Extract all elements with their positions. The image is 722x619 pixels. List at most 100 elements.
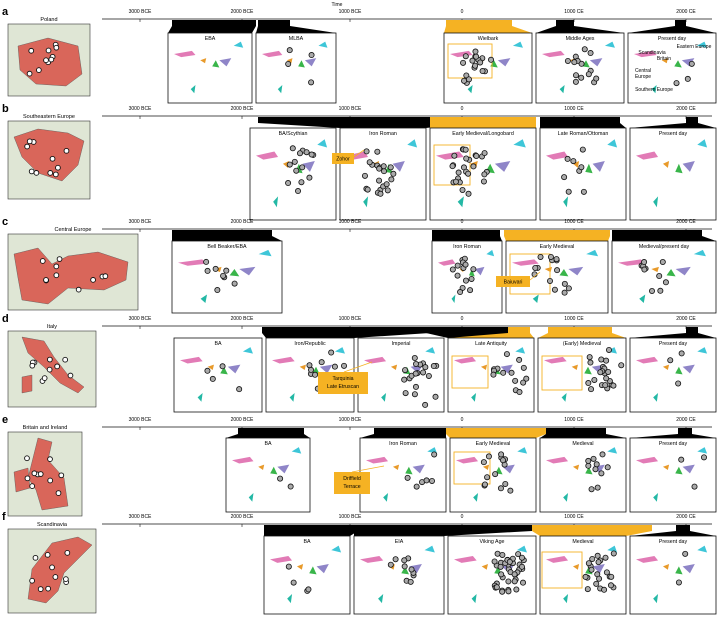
time-span-funnel [432,230,502,241]
sample-point [407,578,414,585]
sample-point [678,350,685,357]
panel-letter: b [2,103,9,115]
time-tick-label: 1000 CE [564,9,584,15]
sample-point [641,266,648,273]
highlight-region [541,551,583,589]
annotation-label: Driffield [343,476,361,482]
annotation-label: Baiuvari [504,280,523,286]
time-tick-label: 3000 BCE [129,514,152,520]
annotation-callout [332,153,354,164]
time-tick-label: 2000 BCE [231,219,254,225]
sample-point [308,79,315,86]
sample-point [585,380,592,387]
sample-point [602,554,609,561]
sample-point [480,178,487,185]
sample-point [648,287,655,294]
sample-point [392,556,399,563]
sample-point [593,75,600,82]
sample-point [603,357,610,364]
time-tick-label: 1000 BCE [339,514,362,520]
sample-site-marker [43,57,49,64]
pca-panel-title: BA [214,341,222,347]
sample-site-marker [28,168,35,175]
sample-site-marker [55,490,62,496]
pca-panel-title: BA [264,441,272,447]
sample-point [675,380,682,387]
sample-point [597,369,604,376]
sample-point [588,486,595,493]
time-span-funnel [532,525,652,536]
sample-point [603,569,610,576]
time-span-funnel [540,117,626,128]
sample-site-marker [31,470,38,477]
region-name: Central Europe [55,227,92,233]
sample-point [376,165,383,172]
pca-panel-title: Iron Roman [453,244,481,250]
sample-site-marker [52,171,59,178]
time-span-funnel [540,428,626,438]
sample-point [520,379,527,386]
sample-point [585,71,592,78]
sample-point [449,163,456,170]
time-span-funnel [536,20,624,33]
sample-point [602,382,609,389]
sample-point [380,163,387,170]
sample-point [481,481,488,488]
sample-point [387,561,394,568]
sample-point [554,267,561,274]
sample-site-marker [24,475,31,482]
sample-point [289,145,296,152]
sample-point [500,457,507,464]
sample-point [363,148,370,155]
sample-point [285,60,292,67]
sample-point [305,586,312,593]
figure-row-d: d Italy 3000 BCE 2000 BCE 1000 BCE 0 1000 CE 20… [2,313,717,413]
annotation-label: Tarquinia [332,376,353,382]
sample-site-marker [58,472,65,479]
sample-site-marker [53,44,60,51]
sample-point [469,57,476,64]
sample-point [432,393,439,400]
sample-point [578,60,585,67]
sample-point [411,354,418,361]
sample-site-marker [52,574,59,580]
pca-panel-title: BA/Scythian [279,131,308,137]
region-map-shape [17,37,83,87]
highlight-region [541,355,583,391]
time-tick-label: 1000 CE [564,219,584,225]
sample-point [605,346,612,353]
sample-point [223,267,230,274]
sample-point [401,563,408,570]
time-tick-label: 1000 CE [564,514,584,520]
time-tick-label: 1000 CE [564,316,584,322]
sample-point [561,174,568,181]
sample-point [505,578,512,585]
time-tick-label: 2000 BCE [231,514,254,520]
time-span-funnel [612,230,716,241]
sample-point [586,354,593,361]
annotation-leader [529,271,541,281]
sample-site-marker [44,551,51,558]
sample-point [472,62,479,69]
sample-point [675,579,682,586]
sample-point [618,362,625,369]
highlight-region [433,144,471,186]
sample-point [473,53,480,60]
sample-point [520,579,527,586]
sample-point [684,75,691,82]
pca-panel-title: Bell Beaker/EBA [207,244,247,250]
time-span-funnel [628,20,716,33]
region-map-shape [21,336,85,394]
sample-point [493,584,500,591]
sample-point [593,461,600,468]
sample-point [277,475,284,482]
time-span-funnel [168,20,256,33]
sample-site-marker [48,56,55,63]
sample-point [287,483,294,490]
sample-point [587,359,594,366]
sample-site-marker [43,277,49,283]
sample-point [412,370,419,377]
sample-point [594,552,601,559]
pca-panel-title: Imperial [392,341,411,347]
